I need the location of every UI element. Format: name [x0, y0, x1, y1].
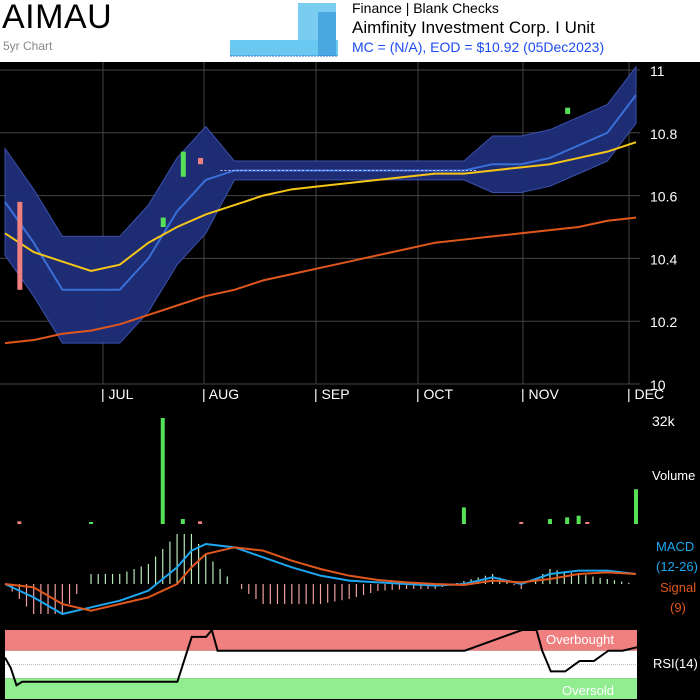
- sparkline-peak2: [318, 12, 336, 56]
- daily-bar: [565, 107, 571, 114]
- x-tick-label: | NOV: [521, 386, 560, 402]
- volume-bar: [17, 521, 22, 524]
- macd-label: MACD: [656, 539, 694, 554]
- chart-panels: | JUL | AUG | SEP | OCT | NOV | DEC 11 10.8 10.6…: [0, 62, 700, 700]
- price-panel: | JUL | AUG | SEP | OCT | NOV | DEC 11 10.8 10.6…: [0, 62, 677, 402]
- volume-bar: [461, 507, 466, 524]
- x-tick-label: | JUL: [101, 386, 134, 402]
- chart-header: AIMAU 5yr Chart Finance | Blank Checks A…: [0, 0, 700, 62]
- x-tick-label: | AUG: [202, 386, 239, 402]
- y-tick-label: 11: [650, 63, 665, 79]
- sector-label: Finance | Blank Checks: [352, 0, 499, 16]
- daily-bar: [180, 151, 186, 177]
- volume-bar: [576, 515, 581, 524]
- overbought-label: Overbought: [546, 632, 614, 647]
- short-moving-average-line: [4, 141, 637, 272]
- y-tick-label: 10: [650, 377, 666, 393]
- volume-bar: [519, 522, 524, 524]
- volume-bar: [160, 418, 165, 524]
- volume-bar: [634, 489, 638, 524]
- macd-params-label: (12-26): [656, 559, 698, 574]
- y-tick-label: 10.4: [650, 251, 677, 267]
- volume-bar: [547, 519, 552, 524]
- market-cap-eod: MC = (N/A), EOD = $10.92 (05Dec2023): [352, 39, 605, 55]
- chart-period-label: 5yr Chart: [3, 39, 53, 53]
- long-moving-average-line: [4, 216, 637, 345]
- y-tick-label: 10.6: [650, 189, 677, 205]
- rsi-panel: Overbought Oversold RSI(14): [4, 627, 698, 699]
- y-tick-label: 10.8: [650, 126, 677, 142]
- volume-bar: [89, 522, 94, 524]
- volume-bar: [180, 519, 185, 524]
- signal-line: [4, 546, 637, 612]
- volatility-band: [4, 65, 637, 344]
- x-tick-label: | OCT: [416, 386, 454, 402]
- volume-bar: [585, 522, 590, 524]
- volume-bar: [565, 517, 570, 524]
- volume-panel: 32k Volume: [17, 413, 695, 524]
- signal-label: Signal: [660, 580, 696, 595]
- x-tick-label: | DEC: [627, 386, 664, 402]
- rsi-label: RSI(14): [653, 656, 698, 671]
- oversold-label: Oversold: [562, 683, 614, 698]
- volume-title: Volume: [652, 468, 695, 483]
- sparkline-thumbnail: [230, 3, 338, 57]
- ticker-symbol: AIMAU: [2, 0, 113, 36]
- daily-bar: [160, 217, 166, 227]
- oversold-zone: [5, 678, 637, 699]
- signal-params-label: (9): [670, 600, 686, 615]
- daily-bar: [198, 157, 204, 165]
- volume-max-label: 32k: [652, 413, 676, 429]
- company-name: Aimfinity Investment Corp. I Unit: [352, 18, 595, 37]
- macd-panel: MACD (12-26) Signal (9): [4, 534, 698, 616]
- rsi-line: [4, 627, 638, 687]
- volume-bar: [198, 521, 203, 524]
- y-tick-label: 10.2: [650, 314, 677, 330]
- daily-bar: [17, 201, 23, 290]
- x-tick-label: | SEP: [314, 386, 350, 402]
